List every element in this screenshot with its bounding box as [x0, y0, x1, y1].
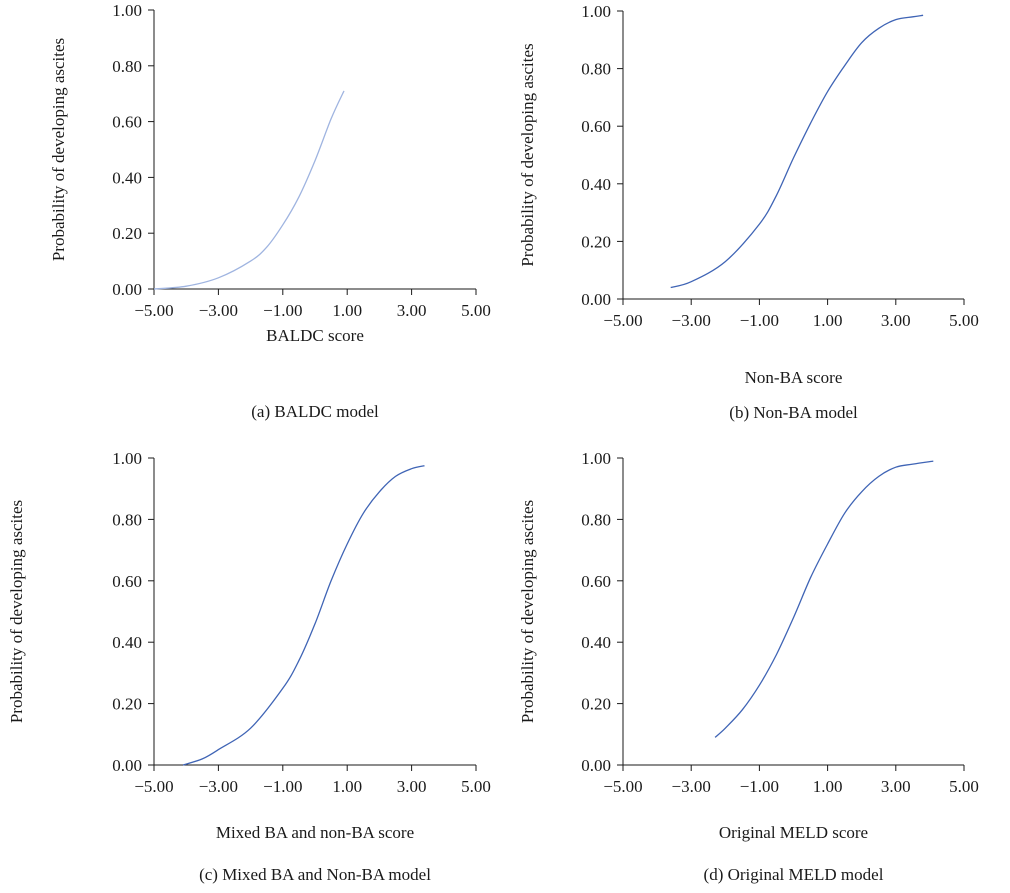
x-tick-label: 5.00	[461, 777, 491, 796]
panel-caption: (c) Mixed BA and Non-BA model	[199, 865, 431, 884]
chart-panel-d: 0.00 0.20 0.40 0.60 0.80 1.00 −5.00 −3.00 −1.00 1…	[518, 449, 979, 884]
chart-panel-c: 0.00 0.20 0.40 0.60 0.80 1.00 −5.00 −3.00 −1.00 1…	[7, 449, 491, 884]
x-axis-title: BALDC score	[266, 326, 364, 345]
y-axis-title: Probability of developing ascites	[518, 43, 537, 266]
chart-panel-b: 0.00 0.20 0.40 0.60 0.80 1.00 −5.00 −3.00 −1.00 1…	[518, 2, 979, 422]
y-tick-label: 1.00	[112, 449, 142, 468]
x-tick-label: 1.00	[813, 777, 843, 796]
x-tick-label: 3.00	[397, 777, 427, 796]
x-tick-label: 1.00	[332, 301, 362, 320]
x-tick-label: −3.00	[672, 311, 711, 330]
x-tick-label: −3.00	[199, 777, 238, 796]
x-tick-label: 3.00	[881, 777, 911, 796]
probability-curve	[153, 90, 345, 290]
x-tick-label: 1.00	[813, 311, 843, 330]
x-tick-label: 5.00	[949, 777, 979, 796]
y-tick-label: 0.40	[112, 633, 142, 652]
panel-caption: (d) Original MELD model	[704, 865, 884, 884]
probability-curve	[714, 460, 934, 738]
x-tick-label: −1.00	[263, 301, 302, 320]
x-axis-title: Original MELD score	[719, 823, 868, 842]
x-tick-label: −1.00	[263, 777, 302, 796]
y-tick-label: 0.80	[581, 510, 611, 529]
y-tick-label: 0.00	[112, 280, 142, 299]
y-tick-label: 0.20	[581, 232, 611, 251]
y-tick-label: 0.80	[112, 510, 142, 529]
y-tick-label: 0.60	[581, 117, 611, 136]
y-tick-label: 1.00	[112, 1, 142, 20]
x-tick-label: 5.00	[949, 311, 979, 330]
probability-curve	[670, 14, 924, 289]
y-tick-label: 0.40	[112, 168, 142, 187]
y-tick-label: 0.60	[581, 572, 611, 591]
chart-panel-a: 0.00 0.20 0.40 0.60 0.80 1.00 −5.00 −3.00 −1.00 1…	[49, 1, 491, 421]
x-axis-title: Non-BA score	[745, 368, 843, 387]
y-tick-label: 0.80	[581, 60, 611, 79]
y-tick-label: 0.60	[112, 113, 142, 132]
y-tick-label: 0.80	[112, 57, 142, 76]
y-tick-label: 1.00	[581, 449, 611, 468]
y-tick-label: 0.20	[581, 695, 611, 714]
panel-caption: (b) Non-BA model	[729, 403, 858, 422]
y-axis-title: Probability of developing ascites	[518, 500, 537, 723]
x-tick-label: 3.00	[881, 311, 911, 330]
x-tick-label: −3.00	[672, 777, 711, 796]
x-tick-label: −5.00	[603, 311, 642, 330]
x-tick-label: −5.00	[603, 777, 642, 796]
x-tick-label: −3.00	[199, 301, 238, 320]
y-tick-label: 0.20	[112, 695, 142, 714]
panel-caption: (a) BALDC model	[251, 402, 379, 421]
x-tick-label: −1.00	[740, 311, 779, 330]
y-tick-label: 0.40	[581, 175, 611, 194]
x-tick-label: −5.00	[134, 301, 173, 320]
x-tick-label: 1.00	[332, 777, 362, 796]
x-axis-title: Mixed BA and non-BA score	[216, 823, 414, 842]
y-tick-label: 0.60	[112, 572, 142, 591]
y-axis-title: Probability of developing ascites	[7, 500, 26, 723]
x-tick-label: 5.00	[461, 301, 491, 320]
probability-curve	[182, 465, 425, 766]
y-tick-label: 1.00	[581, 2, 611, 21]
y-axis-title: Probability of developing ascites	[49, 38, 68, 261]
y-tick-label: 0.20	[112, 224, 142, 243]
y-tick-label: 0.00	[112, 756, 142, 775]
x-tick-label: −5.00	[134, 777, 173, 796]
y-tick-label: 0.00	[581, 756, 611, 775]
y-tick-label: 0.40	[581, 633, 611, 652]
y-tick-label: 0.00	[581, 290, 611, 309]
x-tick-label: −1.00	[740, 777, 779, 796]
x-tick-label: 3.00	[397, 301, 427, 320]
